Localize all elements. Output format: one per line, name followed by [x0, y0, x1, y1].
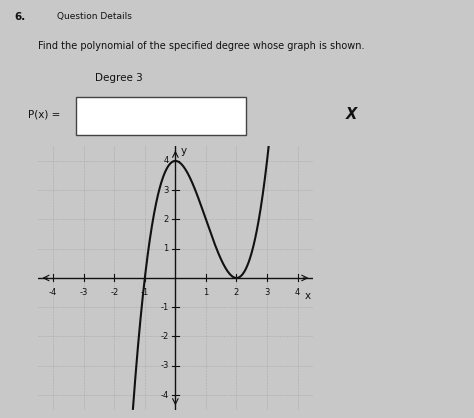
Text: -2: -2 [110, 288, 118, 297]
Text: -1: -1 [141, 288, 149, 297]
Text: -4: -4 [160, 390, 169, 400]
Text: -3: -3 [160, 361, 169, 370]
Text: 4: 4 [295, 288, 300, 297]
Text: x: x [305, 291, 311, 301]
Text: Question Details: Question Details [57, 12, 132, 21]
Text: y: y [181, 146, 187, 155]
Text: -1: -1 [160, 303, 169, 312]
Text: 1: 1 [203, 288, 209, 297]
Text: 4: 4 [164, 156, 169, 166]
Bar [76, 97, 246, 135]
Text: 6.: 6. [14, 12, 26, 22]
Text: Find the polynomial of the specified degree whose graph is shown.: Find the polynomial of the specified deg… [38, 41, 365, 51]
Text: P(x) =: P(x) = [28, 109, 61, 119]
Text: 2: 2 [234, 288, 239, 297]
Text: 3: 3 [163, 186, 169, 195]
Text: 3: 3 [264, 288, 270, 297]
Text: Degree 3: Degree 3 [95, 73, 143, 83]
Text: X: X [346, 107, 357, 122]
Text: 1: 1 [164, 244, 169, 253]
Text: 2: 2 [164, 215, 169, 224]
Text: -3: -3 [80, 288, 88, 297]
Text: -4: -4 [49, 288, 57, 297]
Text: -2: -2 [160, 332, 169, 341]
